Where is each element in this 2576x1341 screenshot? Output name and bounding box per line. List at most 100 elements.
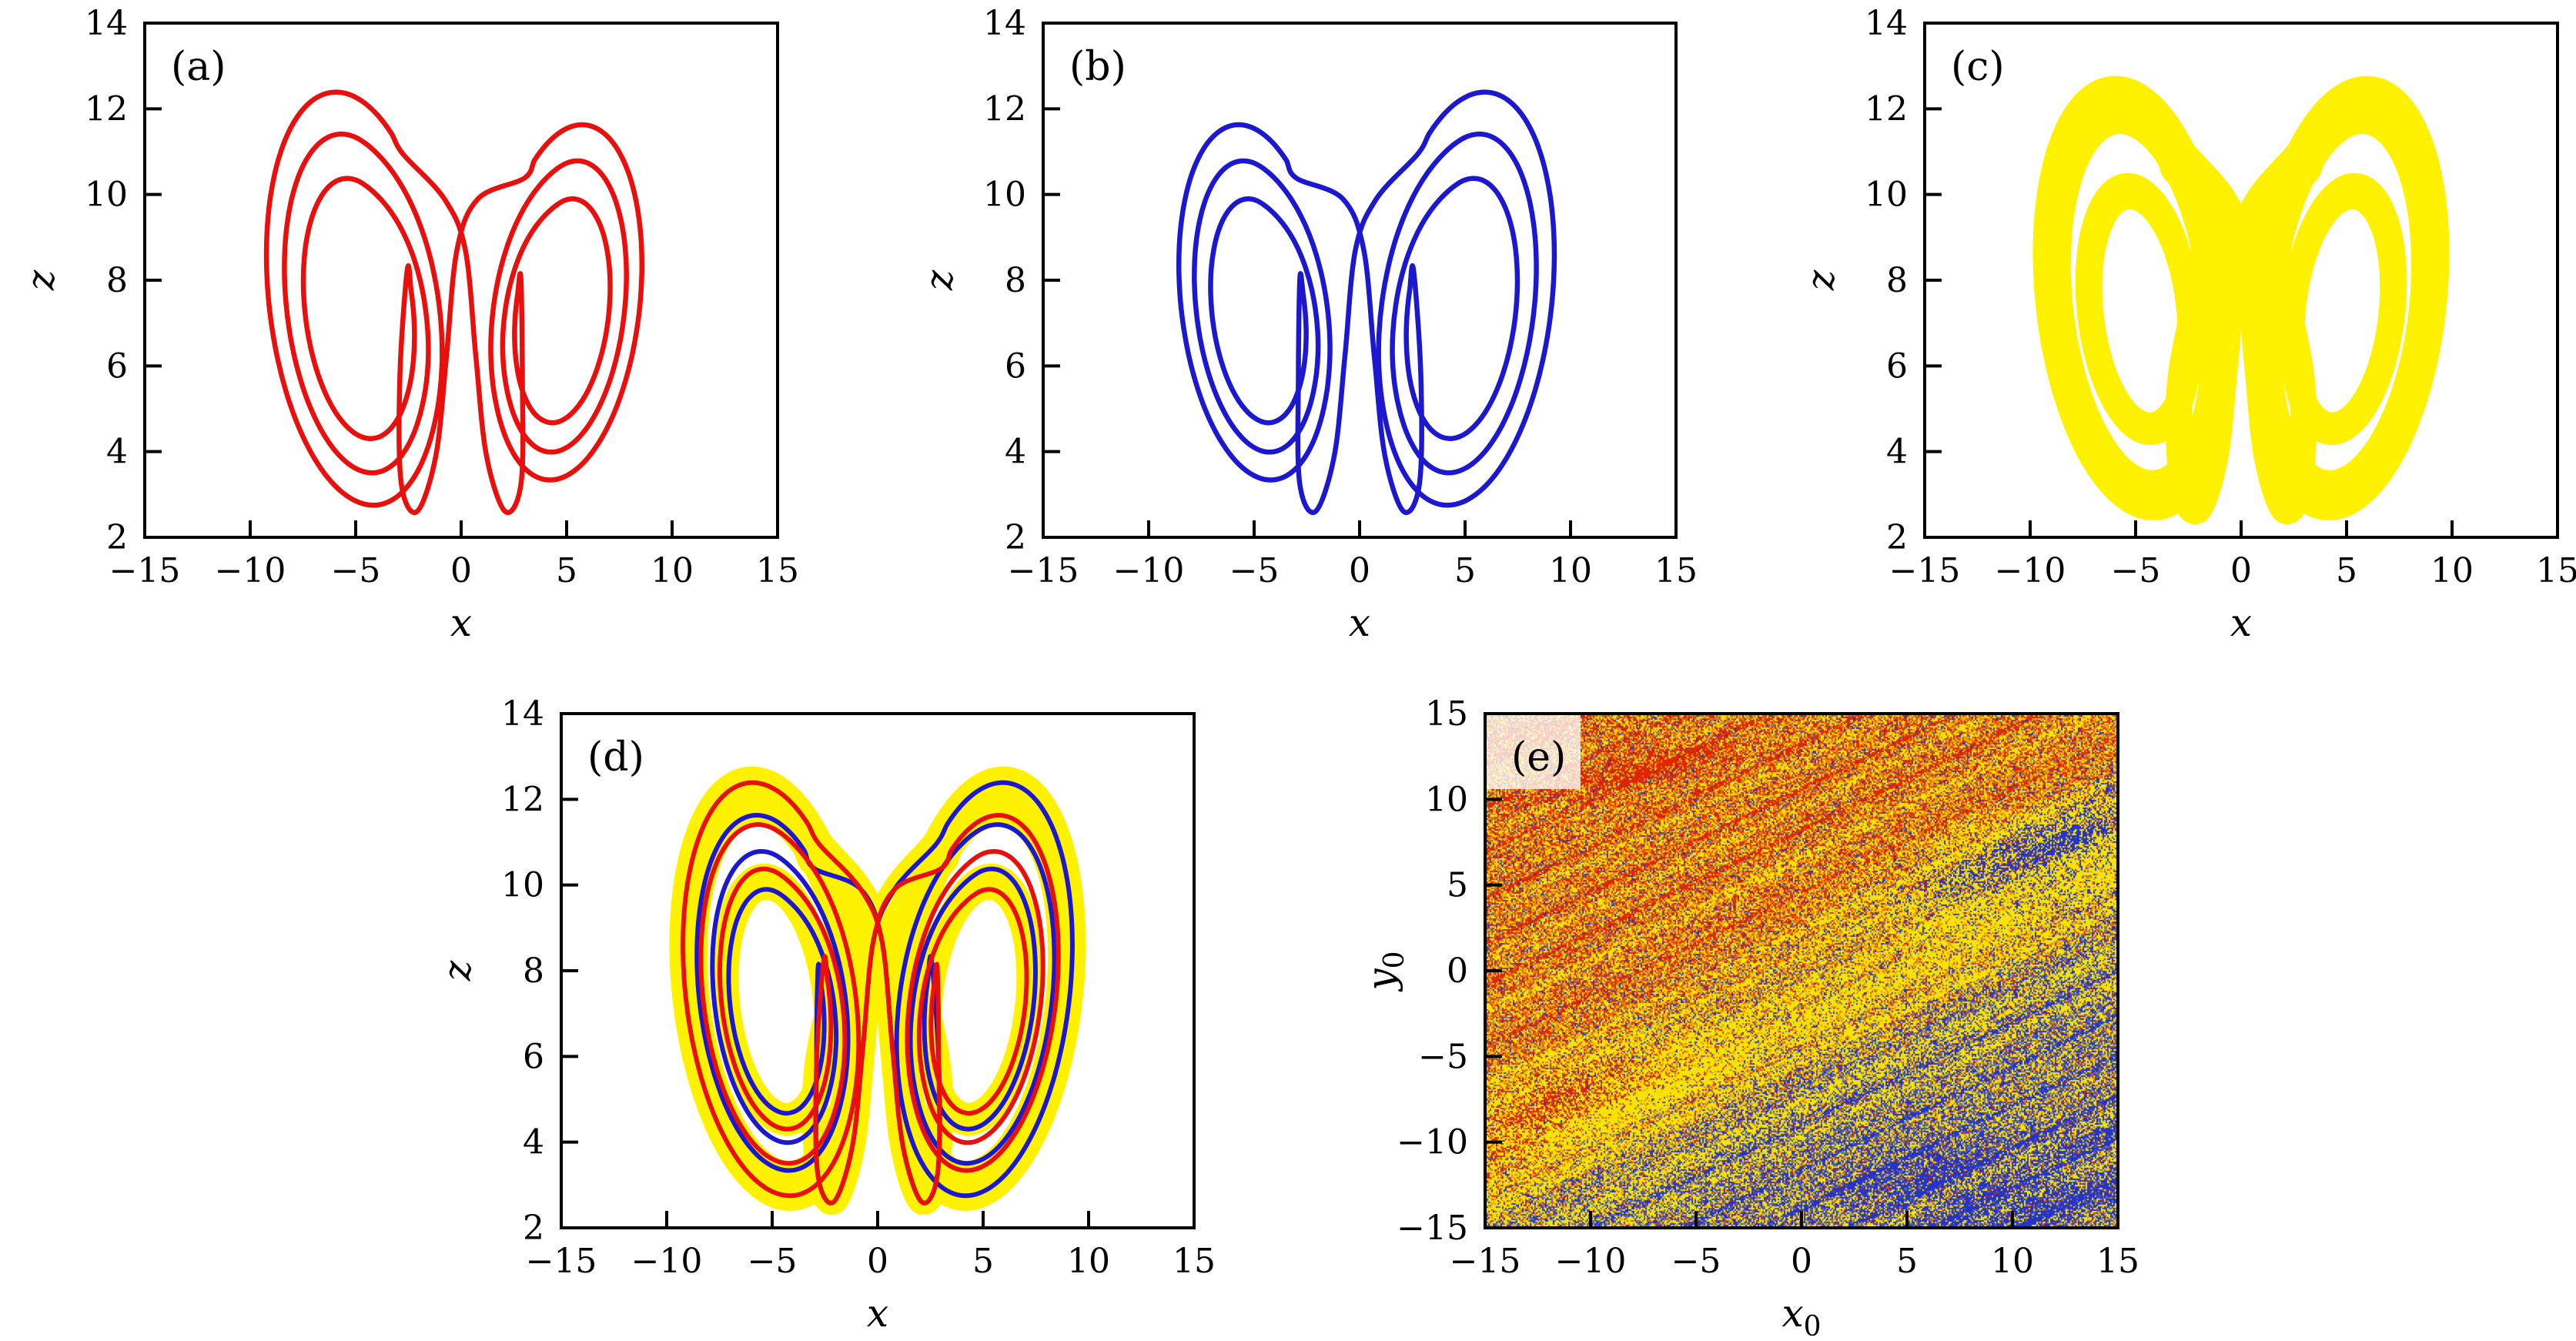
panel-b-curves [1176,89,1557,515]
y-tick-label: 12 [983,89,1026,129]
y-tick-label: 10 [85,176,128,215]
axis-box [1484,712,2119,1229]
panel-a-curves [263,89,645,515]
x-axis-label-subscript: 0 [1804,1311,1822,1341]
y-tick-label: −5 [1418,1037,1468,1076]
x-tick-label: 5 [1896,1242,1918,1281]
panel-c-curves [2032,75,2450,524]
y-axis-label: y0 [1359,951,1410,992]
y-tick-label: 8 [523,951,544,991]
x-tick-label: 15 [1654,551,1698,590]
y-tick-label: 14 [1865,4,1908,43]
panel-c: −15 −10 −5 0 5 10 15 2 4 6 8 10 12 14 x z (c) [1798,4,2576,645]
x-tick-label: 5 [1454,551,1476,590]
y-tick-label: 14 [983,4,1026,43]
y-tick-label: 14 [501,694,544,734]
y-tick-label: 5 [1447,866,1468,905]
y-tick-label: 6 [1005,346,1026,386]
x-tick-label: 10 [2430,551,2474,590]
y-tick-label: 12 [1865,89,1908,129]
y-axis-label-subscript: 0 [1379,951,1410,968]
x-tick-label: 5 [2336,551,2357,590]
x-tick-label: −10 [631,1242,703,1281]
y-axis-label: z [1798,269,1843,291]
y-tick-label: 2 [106,518,128,557]
x-axis-label: x [1349,600,1370,645]
y-tick-label: 0 [1447,951,1468,991]
y-tick-label: 8 [1886,261,1908,300]
x-tick-label: −5 [331,551,381,590]
x-axis-label: x0 [1781,1291,1821,1341]
x-tick-label: −10 [215,551,286,590]
y-axis-label: z [18,269,63,291]
red-limit-cycle-curve [681,780,1061,1206]
y-tick-label: 4 [523,1123,544,1162]
x-tick-label: 0 [867,1242,888,1281]
axis-box [143,22,779,539]
x-tick-label: 0 [2230,551,2252,590]
panel-letter: (c) [1951,44,2005,90]
y-tick-label: −15 [1397,1209,1468,1248]
y-axis-label: z [435,960,480,982]
y-tick-label: 4 [106,433,128,472]
axis-box [1042,22,1678,539]
x-tick-label: −15 [526,1242,597,1281]
blue-limit-cycle-curve [1176,89,1557,515]
x-tick-label: 5 [972,1242,994,1281]
x-tick-label: −5 [2111,551,2161,590]
panel-letter: (d) [587,734,644,781]
panel-d-curves [669,766,1086,1215]
y-tick-label: 2 [523,1209,544,1248]
panel-b: −15 −10 −5 0 5 10 15 2 4 6 8 10 12 14 x z (b) [917,4,1698,645]
x-tick-label: 0 [450,551,472,590]
x-tick-label: −5 [748,1242,798,1281]
y-tick-label: 12 [85,89,128,129]
y-tick-label: 14 [85,4,128,43]
panel-letter: (e) [1511,734,1566,781]
y-tick-label: 4 [1005,433,1026,472]
x-tick-label: −15 [1450,1242,1521,1281]
basin-of-attraction-canvas [1485,714,2118,1228]
red-limit-cycle-curve [263,89,645,515]
x-tick-label: 10 [1549,551,1592,590]
x-tick-label: −15 [109,551,181,590]
x-tick-label: −5 [1671,1242,1721,1281]
y-tick-label: 2 [1886,518,1908,557]
x-tick-label: −15 [1008,551,1079,590]
x-tick-label: 10 [1067,1242,1110,1281]
x-tick-label: 10 [651,551,694,590]
y-tick-label: 12 [501,780,544,819]
y-tick-label: 6 [1886,346,1908,386]
y-tick-label: 10 [1865,176,1908,215]
y-tick-label: −10 [1397,1123,1468,1162]
y-tick-label: 15 [1425,694,1468,734]
panel-a: −15 −10 −5 0 5 10 15 2 4 6 8 10 12 14 x z (a) [18,4,799,645]
panel-e: −15 −10 −5 0 5 10 15 −15 −10 −5 0 5 10 15 x0 y0 (e) [1359,694,2139,1341]
y-tick-label: 6 [523,1037,544,1076]
x-tick-label: 10 [1991,1242,2034,1281]
x-tick-label: 15 [2096,1242,2139,1281]
y-tick-label: 10 [1425,780,1468,819]
y-tick-label: 10 [501,866,544,905]
x-tick-label: 15 [1173,1242,1216,1281]
x-tick-label: 5 [556,551,577,590]
y-tick-label: 2 [1005,518,1026,557]
x-tick-label: −10 [1995,551,2066,590]
x-tick-label: −10 [1555,1242,1627,1281]
y-axis-label: z [917,269,962,291]
y-tick-label: 6 [106,346,128,386]
x-tick-label: 0 [1349,551,1370,590]
x-axis-label: x [450,600,472,645]
x-tick-label: 15 [2536,551,2576,590]
y-tick-label: 8 [1005,261,1026,300]
x-tick-label: −5 [1229,551,1280,590]
x-tick-label: 15 [756,551,799,590]
y-tick-label: 4 [1886,433,1908,472]
x-axis-label: x [2230,600,2252,645]
panel-letter-box [1487,715,1581,789]
x-tick-label: −10 [1113,551,1185,590]
x-tick-label: 0 [1791,1242,1812,1281]
panel-letter: (a) [171,44,226,90]
